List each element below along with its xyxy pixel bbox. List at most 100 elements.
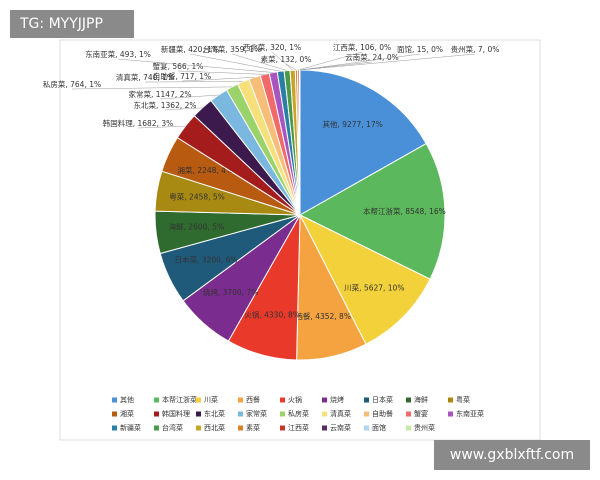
legend-swatch [322, 397, 327, 403]
legend-label: 东南亚菜 [456, 409, 484, 418]
legend-label: 火锅 [288, 395, 302, 404]
legend-swatch [280, 425, 285, 431]
data-label: 韩国料理, 1682, 3% [103, 118, 174, 128]
legend-swatch [112, 397, 117, 403]
leader-line [285, 63, 297, 71]
leader-line [231, 53, 288, 71]
legend-swatch [238, 411, 243, 417]
legend-label: 川菜 [204, 395, 218, 404]
legend-swatch [112, 425, 117, 431]
legend-swatch [196, 397, 201, 403]
watermark: TG: MYYJJPP [19, 16, 103, 32]
leader-line [159, 94, 219, 100]
legend-label: 清真菜 [330, 409, 351, 418]
legend-swatch [238, 425, 243, 431]
data-label: 东北菜, 1362, 2% [133, 100, 196, 110]
leader-line [299, 53, 476, 71]
legend-label: 贵州菜 [414, 423, 435, 432]
leader-line [117, 58, 274, 73]
data-label: 西餐, 4352, 8% [295, 312, 351, 321]
legend-label: 江西菜 [288, 423, 309, 432]
legend-swatch [364, 411, 369, 417]
legend-label: 蟹宴 [414, 409, 428, 418]
data-label: 西北菜, 320, 1% [243, 42, 301, 52]
legend-swatch [280, 411, 285, 417]
legend-swatch [364, 397, 369, 403]
legend-label: 湘菜 [120, 409, 134, 418]
legend-swatch [196, 425, 201, 431]
legend-label: 东北菜 [204, 409, 225, 418]
legend-label: 日本菜 [372, 395, 393, 404]
legend-swatch [448, 397, 453, 403]
legend-swatch [364, 425, 369, 431]
data-label: 火锅, 4330, 8% [244, 310, 300, 320]
legend-swatch [280, 397, 285, 403]
legend-label: 西餐 [246, 395, 260, 404]
legend-label: 粤菜 [456, 395, 470, 404]
legend-swatch [406, 397, 411, 403]
watermark: www.gxblxftf.com [450, 447, 574, 463]
leader-line [271, 51, 293, 71]
data-label: 其他, 9277, 17% [322, 119, 382, 129]
data-label: 新疆菜, 420, 1% [161, 44, 219, 54]
leader-line [137, 126, 186, 129]
data-label: 面馆, 15, 0% [397, 44, 443, 54]
legend-label: 海鲜 [414, 395, 428, 404]
legend-label: 私房菜 [288, 409, 309, 418]
data-label: 素菜, 132, 0% [261, 54, 312, 64]
leader-line [189, 53, 281, 72]
legend-swatch [406, 411, 411, 417]
legend-swatch [322, 425, 327, 431]
data-label: 贵州菜, 7, 0% [451, 44, 500, 54]
data-label: 家常菜, 1147, 2% [128, 89, 191, 99]
legend-swatch [322, 411, 327, 417]
pie-slice [298, 142, 446, 280]
data-label: 烧烤, 3700, 7% [203, 287, 259, 297]
leader-line [298, 51, 363, 71]
legend-swatch [238, 397, 243, 403]
data-label: 川菜, 5627, 10% [344, 282, 404, 292]
data-label: 粤菜, 2458, 5% [169, 192, 225, 202]
data-label: 本帮江浙菜, 8548, 16% [363, 206, 446, 216]
data-label: 私房菜, 764, 1% [43, 79, 101, 89]
leader-line [181, 77, 255, 82]
legend-label: 自助餐 [372, 409, 393, 418]
legend-label: 韩国料理 [162, 409, 190, 418]
legend-swatch [196, 411, 201, 417]
data-label: 海鲜, 2600, 5% [169, 222, 225, 232]
legend-label: 新疆菜 [120, 423, 141, 432]
data-label: 清真菜, 740, 1% [116, 72, 174, 82]
legend-label: 家常菜 [246, 409, 267, 418]
data-label: 日本菜, 3200, 6% [175, 255, 238, 265]
legend-label: 西北菜 [204, 423, 225, 432]
legend-label: 本帮江浙菜 [162, 395, 197, 404]
legend-swatch [112, 411, 117, 417]
watermark-box [10, 10, 134, 38]
leader-line [177, 70, 265, 75]
legend-label: 其他 [120, 395, 134, 404]
data-label: 东南亚菜, 493, 1% [85, 49, 151, 59]
leader-line [164, 107, 203, 111]
legend-swatch [448, 411, 453, 417]
data-label: 台湾菜, 359, 1% [203, 44, 261, 54]
legend-label: 素菜 [246, 423, 260, 432]
data-label: 云南菜, 24, 0% [345, 52, 398, 62]
legend-swatch [154, 425, 159, 431]
data-label: 蟹宴, 566, 1% [153, 61, 204, 71]
data-label: 江西菜, 106, 0% [333, 42, 391, 52]
data-label: 自助餐, 717, 1% [153, 71, 211, 81]
legend-swatch [154, 397, 159, 403]
data-label: 湘菜, 2248, 4% [178, 165, 234, 175]
leader-line [71, 86, 233, 90]
legend-swatch [406, 425, 411, 431]
legend-swatch [154, 411, 159, 417]
pie-slice [299, 69, 427, 216]
legend-label: 云南菜 [330, 423, 351, 432]
legend-label: 烧烤 [330, 395, 344, 404]
leader-line [299, 53, 421, 71]
watermark-box [434, 440, 590, 470]
pie-slice [298, 213, 431, 345]
legend-label: 面馆 [372, 423, 386, 432]
